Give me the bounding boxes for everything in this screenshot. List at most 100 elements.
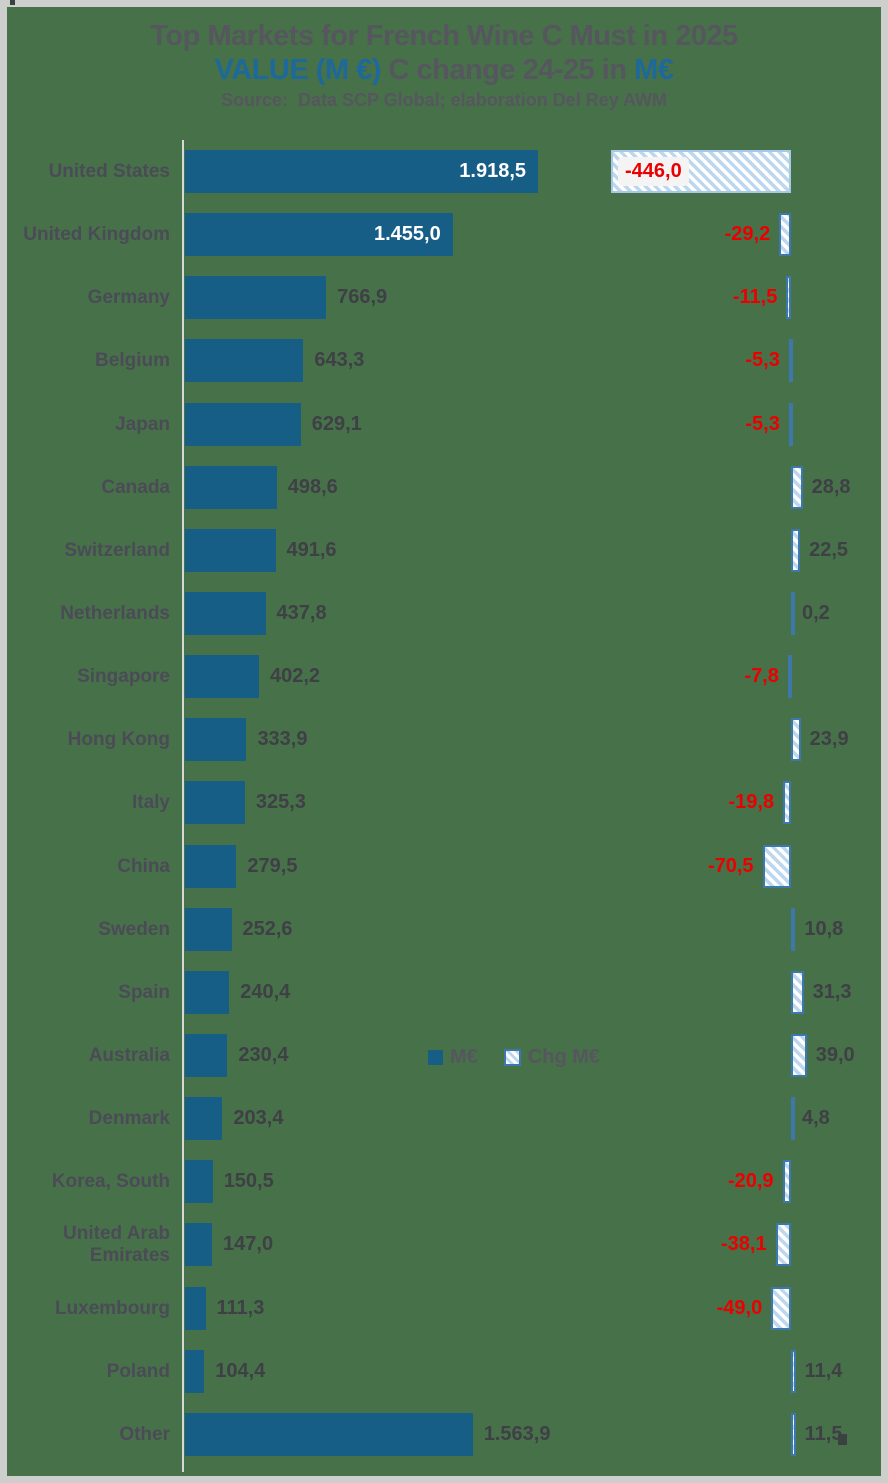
change-bar: [791, 529, 801, 572]
change-bar: [791, 971, 804, 1014]
category-label: Singapore: [77, 665, 170, 687]
value-bar: [185, 655, 259, 698]
category-label: Korea, South: [51, 1170, 170, 1192]
change-label: -70,5: [707, 855, 754, 877]
value-label: 240,4: [240, 981, 291, 1003]
chart-row: Germany 766,9 -11,5: [0, 266, 888, 329]
value-label: 147,0: [223, 1233, 274, 1255]
change-label: -11,5: [732, 286, 778, 308]
category-label: Luxembourg: [54, 1297, 170, 1319]
chart-row: Italy 325,3 -19,8: [0, 771, 888, 834]
category-label: Italy: [131, 791, 170, 813]
change-bar: [771, 1287, 791, 1330]
change-label: -5,3: [745, 413, 780, 435]
change-label: 11,4: [804, 1360, 843, 1382]
category-label: United Arab Emirates: [63, 1223, 170, 1266]
value-bar: [185, 1223, 212, 1266]
value-bar: [185, 1160, 213, 1203]
chart-row: Spain 240,4 31,3: [0, 961, 888, 1024]
change-bar: [786, 276, 791, 319]
value-label: 437,8: [276, 602, 327, 624]
chart-row: United States 1.918,5 -446,0: [0, 140, 888, 203]
change-bar: [787, 655, 792, 698]
chart-row: Luxembourg 111,3 -49,0: [0, 1277, 888, 1340]
change-bar: [762, 845, 791, 888]
value-bar: [185, 339, 304, 382]
chart-row: Belgium 643,3 -5,3: [0, 329, 888, 392]
change-bar: [791, 908, 796, 951]
value-label: 498,6: [287, 476, 338, 498]
chart-subtitle-unit-part: M€: [634, 54, 674, 86]
value-label: 230,4: [238, 1044, 289, 1066]
category-label: Hong Kong: [67, 728, 170, 750]
value-bar: [185, 403, 301, 446]
chart-subtitle-value-part: VALUE (M €): [214, 54, 382, 86]
chart-row: United Arab Emirates 147,0 -38,1: [0, 1213, 888, 1276]
change-bar: [791, 1097, 795, 1140]
change-bar: [788, 339, 793, 382]
legend-label-change: Chg M€: [527, 1046, 601, 1068]
value-bar: [185, 1097, 223, 1140]
value-bar: [185, 781, 245, 824]
value-label: 111,3: [216, 1297, 265, 1319]
chart-subtitle: VALUE (M €) C change 24-25 in M€: [0, 54, 888, 87]
category-label: Switzerland: [64, 539, 170, 561]
category-label: Germany: [87, 286, 170, 308]
value-label: 333,9: [257, 728, 308, 750]
chart-row: Australia 230,4 39,0: [0, 1024, 888, 1087]
change-bar: [791, 592, 795, 635]
value-label: 1.918,5: [459, 160, 526, 182]
chart-title: Top Markets for French Wine C Must in 20…: [150, 20, 738, 52]
chart-source: Source: Data SCP Global; elaboration Del…: [220, 90, 668, 110]
chart-row: Hong Kong 333,9 23,9: [0, 708, 888, 771]
legend-swatch-change-icon: [503, 1049, 521, 1066]
category-label: China: [117, 855, 170, 877]
chart-row: Other 1.563,9 11,5: [0, 1403, 888, 1466]
change-bar: [775, 1223, 791, 1266]
category-label: United States: [48, 160, 170, 182]
chart-row: Poland 104,4 11,4: [0, 1340, 888, 1403]
value-label: 279,5: [247, 855, 298, 877]
category-label: United Kingdom: [23, 223, 170, 245]
value-bar: [185, 845, 237, 888]
screenshot-handle-mark-top-left: [10, 0, 15, 5]
change-bar: [791, 1413, 796, 1456]
value-bar: [185, 213, 453, 256]
chart-row: Denmark 203,4 4,8: [0, 1087, 888, 1150]
change-bar: [791, 466, 803, 509]
change-bar: [791, 1034, 807, 1077]
category-label: Japan: [115, 413, 170, 435]
value-label: 491,6: [286, 539, 337, 561]
change-bar: [782, 1160, 791, 1203]
value-bar: [185, 276, 327, 319]
change-label: -29,2: [724, 223, 771, 245]
value-bar: [185, 1350, 205, 1393]
change-label: 28,8: [811, 476, 851, 498]
value-label: 104,4: [215, 1360, 266, 1382]
category-label: Other: [119, 1423, 170, 1445]
value-bar: [185, 466, 277, 509]
chart-row: Korea, South 150,5 -20,9: [0, 1150, 888, 1213]
value-bar: [185, 1287, 206, 1330]
chart-row: China 279,5 -70,5: [0, 835, 888, 898]
value-label: 325,3: [255, 791, 306, 813]
change-label: -7,8: [744, 665, 779, 687]
value-bar: [185, 971, 230, 1014]
category-label: Sweden: [98, 918, 170, 940]
value-label: 402,2: [270, 665, 321, 687]
value-label: 643,3: [314, 349, 365, 371]
change-label: 10,8: [804, 918, 844, 940]
change-label: 0,2: [802, 602, 830, 624]
value-label: 1.563,9: [483, 1423, 551, 1445]
change-label: 22,5: [809, 539, 849, 561]
change-label: 31,3: [812, 981, 852, 1003]
category-label: Poland: [106, 1360, 170, 1382]
chart-row: Singapore 402,2 -7,8: [0, 645, 888, 708]
value-label: 766,9: [337, 286, 388, 308]
category-axis-line: [182, 140, 184, 1472]
chart-legend: M€ Chg M€: [428, 1046, 600, 1069]
chart-row: Japan 629,1 -5,3: [0, 393, 888, 456]
change-bar: [783, 781, 791, 824]
legend-label-value: M€: [450, 1046, 478, 1068]
